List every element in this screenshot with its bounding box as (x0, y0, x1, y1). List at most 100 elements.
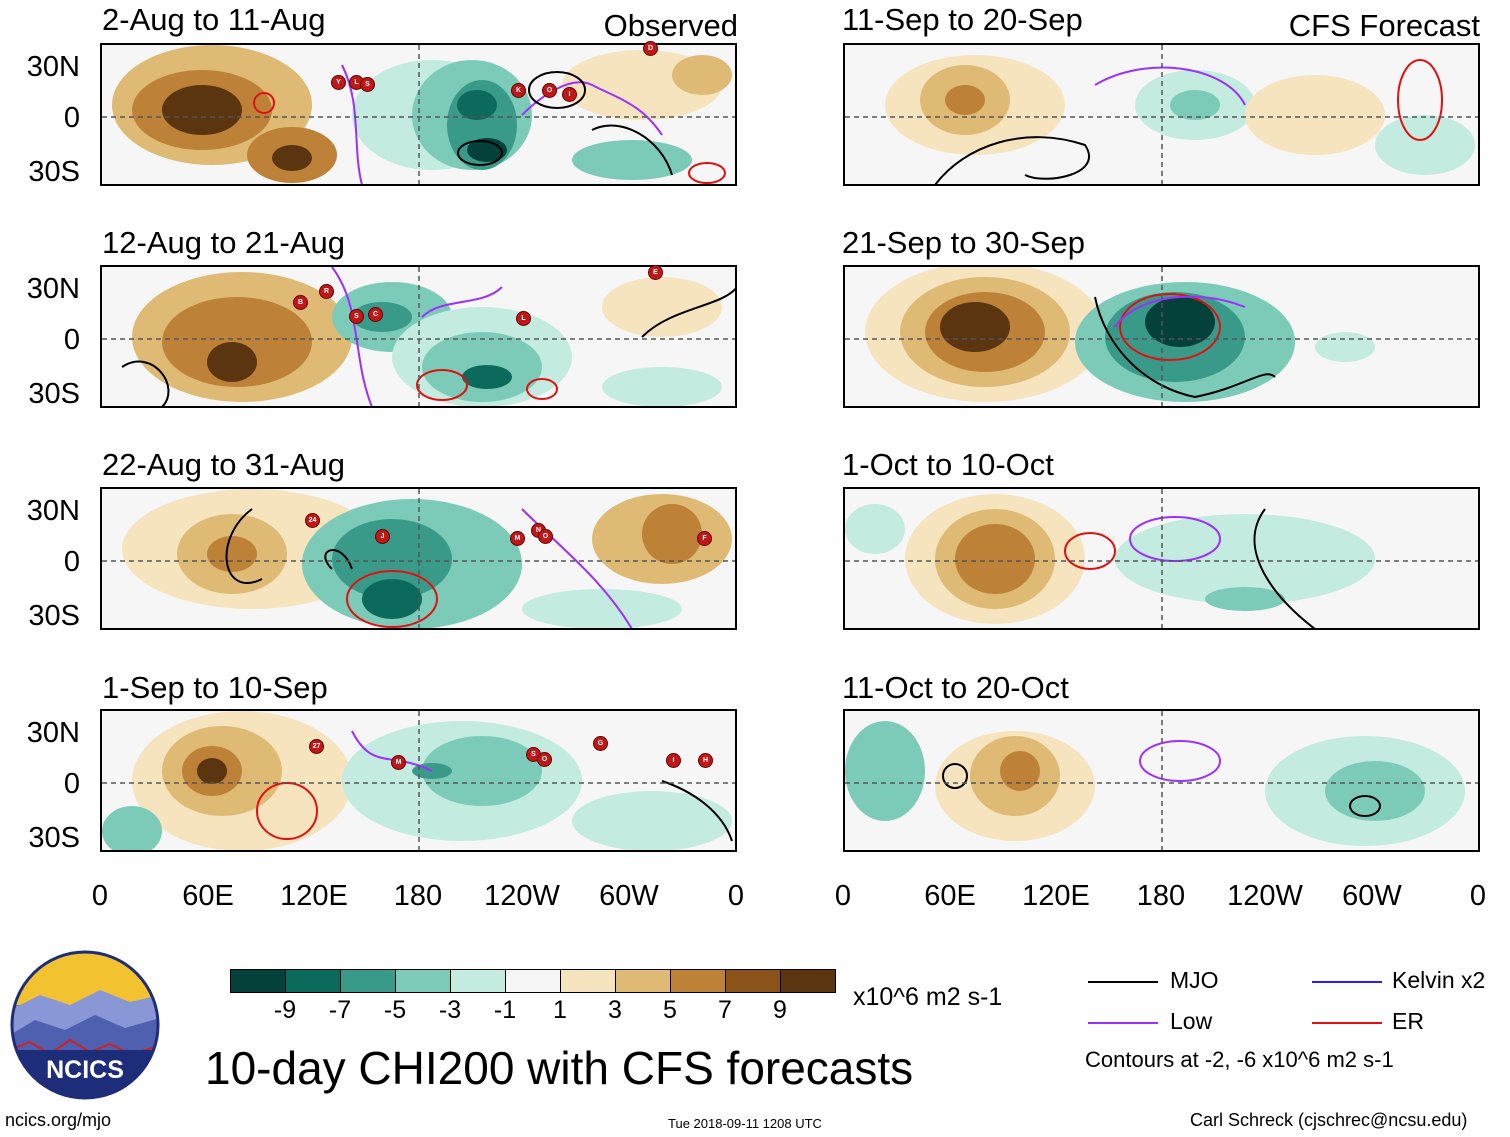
legend-swatch-mjo (1088, 981, 1158, 983)
lon-label: 0 (727, 880, 745, 912)
lat-label: 30N (26, 495, 80, 527)
lat-label: 30N (26, 273, 80, 305)
storm-marker-icon: O (537, 752, 552, 767)
colorbar-tick-label: -9 (273, 996, 297, 1024)
colorbar-segment (725, 969, 781, 993)
lat-label: 30S (28, 600, 80, 632)
colorbar-tick-label: 7 (718, 996, 732, 1024)
colorbar-segment (505, 969, 561, 993)
colorbar-tick-label: 3 (608, 996, 622, 1024)
colorbar-segment (285, 969, 341, 993)
lon-label: 120W (1227, 880, 1303, 912)
colorbar-tick-label: -7 (328, 996, 352, 1024)
observed-label: Observed (603, 8, 738, 43)
panel-title-fcst-4: 11-Oct to 20-Oct (842, 670, 1069, 705)
colorbar-tick-label: -1 (493, 996, 517, 1024)
storm-marker-icon: M (510, 531, 525, 546)
chi200-field (102, 489, 735, 628)
lat-label: 30S (28, 378, 80, 410)
map-panel-forecast-2 (843, 265, 1480, 408)
colorbar-segment (395, 969, 451, 993)
lon-label: 120E (280, 880, 348, 912)
panel-title-obs-4: 1-Sep to 10-Sep (102, 670, 328, 705)
footer-url[interactable]: ncics.org/mjo (5, 1110, 112, 1130)
colorbar-segment (450, 969, 506, 993)
map-panel-forecast-1 (843, 43, 1480, 186)
legend-label-low: Low (1170, 1008, 1213, 1034)
lon-label: 60E (924, 880, 976, 912)
chi200-field (845, 489, 1478, 628)
lat-label: 30S (28, 822, 80, 854)
forecast-label: CFS Forecast (1288, 8, 1480, 43)
lon-label: 120W (484, 880, 560, 912)
chi200-field (845, 45, 1478, 184)
colorbar-segment (230, 969, 286, 993)
colorbar-segment (560, 969, 616, 993)
lon-label: 180 (1136, 880, 1186, 912)
chi200-field (845, 267, 1478, 406)
storm-marker-icon: I (666, 753, 681, 768)
storm-marker-icon: L (516, 311, 531, 326)
lon-label: 0 (1469, 880, 1487, 912)
lat-label: 30S (28, 156, 80, 188)
storm-marker-icon: B (293, 295, 308, 310)
panel-title-fcst-3: 1-Oct to 10-Oct (842, 447, 1054, 482)
storm-marker-icon: J (375, 529, 390, 544)
colorbar-segment (615, 969, 671, 993)
map-panel-observed-3 (100, 487, 737, 630)
legend-swatch-low (1088, 1022, 1158, 1024)
colorbar-segment (670, 969, 726, 993)
map-panel-observed-2 (100, 265, 737, 408)
panel-title-fcst-2: 21-Sep to 30-Sep (842, 225, 1086, 260)
legend-label-kelvin: Kelvin x2 (1392, 967, 1486, 993)
lon-label: 0 (834, 880, 852, 912)
storm-marker-icon: I (562, 87, 577, 102)
colorbar-segment (340, 969, 396, 993)
storm-marker-icon: S (349, 309, 364, 324)
storm-marker-icon: R (319, 284, 334, 299)
storm-marker-icon: Y (331, 75, 346, 90)
contours-note: Contours at -2, -6 x10^6 m2 s-1 (1085, 1047, 1394, 1072)
colorbar-tick-label: 1 (553, 996, 567, 1024)
logo-graphic: NCICS (10, 950, 160, 1100)
footer-credit: Carl Schreck (cjschrec@ncsu.edu) (1190, 1110, 1468, 1130)
colorbar-tick-label: -5 (383, 996, 407, 1024)
lon-label: 0 (91, 880, 109, 912)
lon-label: 60W (599, 880, 659, 912)
lat-label: 30N (26, 51, 80, 83)
storm-marker-icon: E (648, 265, 663, 280)
logo-text: NCICS (46, 1056, 124, 1084)
colorbar-segment (780, 969, 836, 993)
storm-marker-icon: O (538, 529, 553, 544)
panel-title-obs-2: 12-Aug to 21-Aug (102, 225, 346, 260)
colorbar-tick-label: -3 (438, 996, 462, 1024)
legend-swatch-kelvin (1312, 981, 1382, 983)
lat-label: 0 (63, 768, 80, 800)
lon-label: 60W (1342, 880, 1402, 912)
storm-marker-icon: S (360, 77, 375, 92)
storm-marker-icon: 27 (309, 739, 324, 754)
storm-marker-icon: K (511, 83, 526, 98)
ncics-logo: NCICS (10, 950, 160, 1100)
storm-marker-icon: H (698, 753, 713, 768)
map-panel-observed-1 (100, 43, 737, 186)
lon-label: 180 (393, 880, 443, 912)
lat-label: 0 (63, 546, 80, 578)
map-panel-forecast-4 (843, 709, 1480, 852)
map-panel-observed-4 (100, 709, 737, 852)
lon-label: 60E (182, 880, 234, 912)
lat-label: 30N (26, 717, 80, 749)
chi200-field (102, 267, 735, 406)
chi200-field (102, 45, 735, 184)
storm-marker-icon: F (697, 531, 712, 546)
storm-marker-icon: 24 (305, 513, 320, 528)
lat-label: 0 (63, 324, 80, 356)
panel-title-obs-1: 2-Aug to 11-Aug (102, 2, 326, 37)
legend-label-er: ER (1392, 1008, 1424, 1034)
colorbar-tick-label: 9 (773, 996, 787, 1024)
lat-label: 0 (63, 102, 80, 134)
lon-label: 120E (1022, 880, 1090, 912)
legend-label-mjo: MJO (1170, 967, 1219, 993)
colorbar-units: x10^6 m2 s-1 (853, 983, 1003, 1011)
colorbar-tick-label: 5 (663, 996, 677, 1024)
